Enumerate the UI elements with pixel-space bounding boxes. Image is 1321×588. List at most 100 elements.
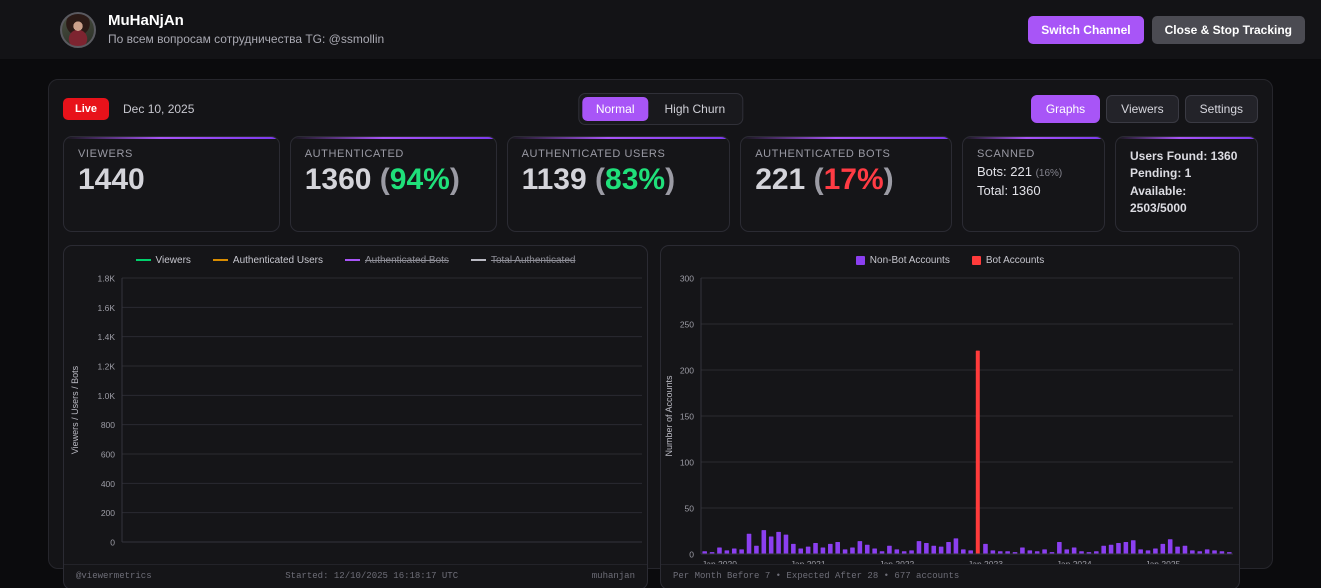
svg-text:1.8K: 1.8K (98, 273, 116, 283)
live-status-badge: Live (63, 98, 110, 120)
stat-label-authenticated: AUTHENTICATED (304, 148, 404, 160)
svg-text:1.4K: 1.4K (98, 332, 116, 342)
stat-label-authenticated-users: AUTHENTICATED USERS (521, 148, 666, 160)
stat-label-scanned: SCANNED (976, 148, 1035, 160)
stat-card-authenticated-users: AUTHENTICATED USERS 1139 (83%) (506, 136, 731, 232)
dashboard-panel: Live Dec 10, 2025 Normal High Churn Grap… (48, 79, 1273, 588)
meta-users-found: Users Found: 1360 (1130, 149, 1238, 163)
viewers-timeseries-chart: Viewers Authenticated Users Authenticate… (63, 244, 648, 588)
accounts-chart-plot: 0 50 100 150 200 250 300 Jan 2020 Jan 2021 Jan 20… (661, 270, 1239, 570)
switch-channel-button[interactable]: Switch Channel (1028, 15, 1144, 44)
stat-number-authenticated-users: 1139 (521, 163, 587, 196)
account-age-bar-chart: Non-Bot Accounts Bot Accounts 0 50 100 150 2… (660, 244, 1240, 588)
viewers-chart-legend: Viewers Authenticated Users Authenticate… (64, 246, 647, 266)
scanned-total-value: 1360 (1011, 183, 1041, 198)
stat-value-viewers: 1440 (78, 163, 145, 196)
legend-swatch-non-bot-accounts (855, 255, 865, 265)
svg-text:50: 50 (685, 503, 695, 513)
svg-text:200: 200 (101, 508, 115, 518)
legend-label-total-authenticated: Total Authenticated (490, 254, 576, 266)
scanned-bots-pct: (16%) (1035, 168, 1063, 179)
meta-pending: Pending: 1 (1130, 166, 1192, 181)
svg-text:150: 150 (680, 411, 694, 421)
viewers-chart-svg: 0 200 400 600 800 1.0K 1.2K 1.4K 1.6K 1.8K Viewers… (70, 273, 642, 547)
mode-high-churn-button[interactable]: High Churn (650, 97, 739, 121)
stat-value-authenticated-users: 1139 (83%) (521, 163, 676, 196)
svg-text:400: 400 (101, 478, 115, 488)
tab-graphs[interactable]: Graphs (1030, 95, 1101, 123)
svg-text:600: 600 (101, 449, 115, 459)
avatar (60, 11, 96, 48)
stat-label-authenticated-bots: AUTHENTICATED BOTS (755, 148, 891, 160)
stat-card-meta: Users Found: 1360 Pending: 1 Available: … (1115, 136, 1259, 232)
scanned-bots-row: Bots: 221 (16%) (977, 164, 1090, 179)
viewers-chart-footer-right: muhanjan (591, 570, 635, 581)
svg-text:250: 250 (680, 319, 694, 329)
stat-pct-authenticated: 94% (389, 163, 450, 196)
scanned-total-label: Total: (976, 183, 1009, 198)
channel-identity: MuHaNjAn По всем вопросам сотрудничества… (108, 12, 384, 48)
stat-value-authenticated-bots: 221 (17%) (755, 163, 894, 196)
stat-number-authenticated: 1360 (304, 163, 372, 196)
svg-text:800: 800 (101, 420, 115, 430)
stat-pct-authenticated-bots: 17% (823, 163, 884, 196)
stat-value-authenticated: 1360 (94%) (304, 163, 460, 196)
legend-label-authenticated-users: Authenticated Users (232, 254, 323, 266)
stat-label-viewers: VIEWERS (78, 148, 133, 160)
svg-text:1.2K: 1.2K (98, 361, 116, 371)
viewers-chart-footer: @viewermetrics Started: 12/10/2025 16:18… (64, 563, 647, 588)
channel-username: MuHaNjAn (108, 11, 184, 29)
legend-label-non-bot-accounts: Non-Bot Accounts (869, 254, 950, 266)
legend-item-authenticated-users[interactable]: Authenticated Users (212, 254, 323, 266)
stat-card-authenticated: AUTHENTICATED 1360 (94%) (289, 136, 497, 232)
svg-text:0: 0 (110, 537, 115, 547)
mode-normal-button[interactable]: Normal (581, 97, 649, 121)
scanned-bots-label: Bots: (976, 164, 1007, 179)
legend-swatch-bot-accounts (971, 255, 981, 265)
legend-item-non-bot-accounts[interactable]: Non-Bot Accounts (855, 254, 950, 266)
mode-segmented-control: Normal High Churn (577, 93, 744, 125)
legend-label-bot-accounts: Bot Accounts (985, 254, 1045, 266)
legend-item-total-authenticated[interactable]: Total Authenticated (470, 254, 576, 266)
legend-label-authenticated-bots: Authenticated Bots (364, 254, 449, 266)
stat-card-scanned: SCANNED Bots: 221 (16%) Total: 1360 (961, 136, 1105, 232)
legend-item-viewers[interactable]: Viewers (135, 254, 191, 266)
session-date: Dec 10, 2025 (123, 102, 195, 116)
legend-swatch-total-authenticated (470, 259, 486, 262)
scanned-bots-value: 221 (1010, 164, 1032, 179)
top-bar-actions: Switch Channel Close & Stop Tracking (1028, 15, 1305, 44)
legend-item-bot-accounts[interactable]: Bot Accounts (971, 254, 1045, 266)
channel-subtitle: По всем вопросам сотрудничества TG: @ssm… (108, 32, 385, 47)
legend-swatch-viewers (135, 259, 151, 262)
stat-number-authenticated-bots: 221 (755, 163, 806, 196)
legend-swatch-authenticated-users (212, 259, 228, 262)
stat-pct-authenticated-users: 83% (605, 163, 666, 196)
close-stop-tracking-button[interactable]: Close & Stop Tracking (1151, 15, 1305, 44)
viewers-chart-plot: 0 200 400 600 800 1.0K 1.2K 1.4K 1.6K 1.8K Viewers… (64, 270, 647, 570)
charts-row: Viewers Authenticated Users Authenticate… (63, 244, 1258, 588)
stat-card-authenticated-bots: AUTHENTICATED BOTS 221 (17%) (740, 136, 952, 232)
svg-text:200: 200 (680, 365, 694, 375)
svg-text:Viewers / Users / Bots: Viewers / Users / Bots (70, 365, 80, 454)
legend-label-viewers: Viewers (155, 254, 191, 266)
meta-available: Available: 2503/5000 (1130, 183, 1187, 216)
svg-text:Number of Accounts: Number of Accounts (664, 375, 674, 457)
legend-swatch-authenticated-bots (344, 259, 360, 262)
stat-cards: VIEWERS 1440 AUTHENTICATED 1360 (94%) AU… (63, 136, 1259, 232)
tab-settings[interactable]: Settings (1184, 95, 1258, 123)
scanned-total-row: Total: 1360 (977, 183, 1090, 198)
svg-text:1.6K: 1.6K (98, 302, 116, 312)
stat-card-viewers: VIEWERS 1440 (63, 136, 280, 232)
accounts-chart-footer: Per Month Before 7 • Expected After 28 •… (661, 563, 1239, 588)
viewers-chart-footer-center: Started: 12/10/2025 16:18:17 UTC (285, 570, 459, 581)
tab-viewers[interactable]: Viewers (1106, 95, 1179, 123)
svg-text:0: 0 (689, 549, 694, 559)
accounts-chart-footer-left: Per Month Before 7 • Expected After 28 •… (673, 570, 960, 581)
accounts-chart-legend: Non-Bot Accounts Bot Accounts (661, 246, 1239, 266)
svg-text:100: 100 (680, 457, 694, 467)
view-tabs: Graphs Viewers Settings (1030, 95, 1258, 123)
svg-text:300: 300 (680, 273, 694, 283)
panel-toolbar: Live Dec 10, 2025 Normal High Churn Grap… (63, 93, 1258, 125)
legend-item-authenticated-bots[interactable]: Authenticated Bots (344, 254, 449, 266)
